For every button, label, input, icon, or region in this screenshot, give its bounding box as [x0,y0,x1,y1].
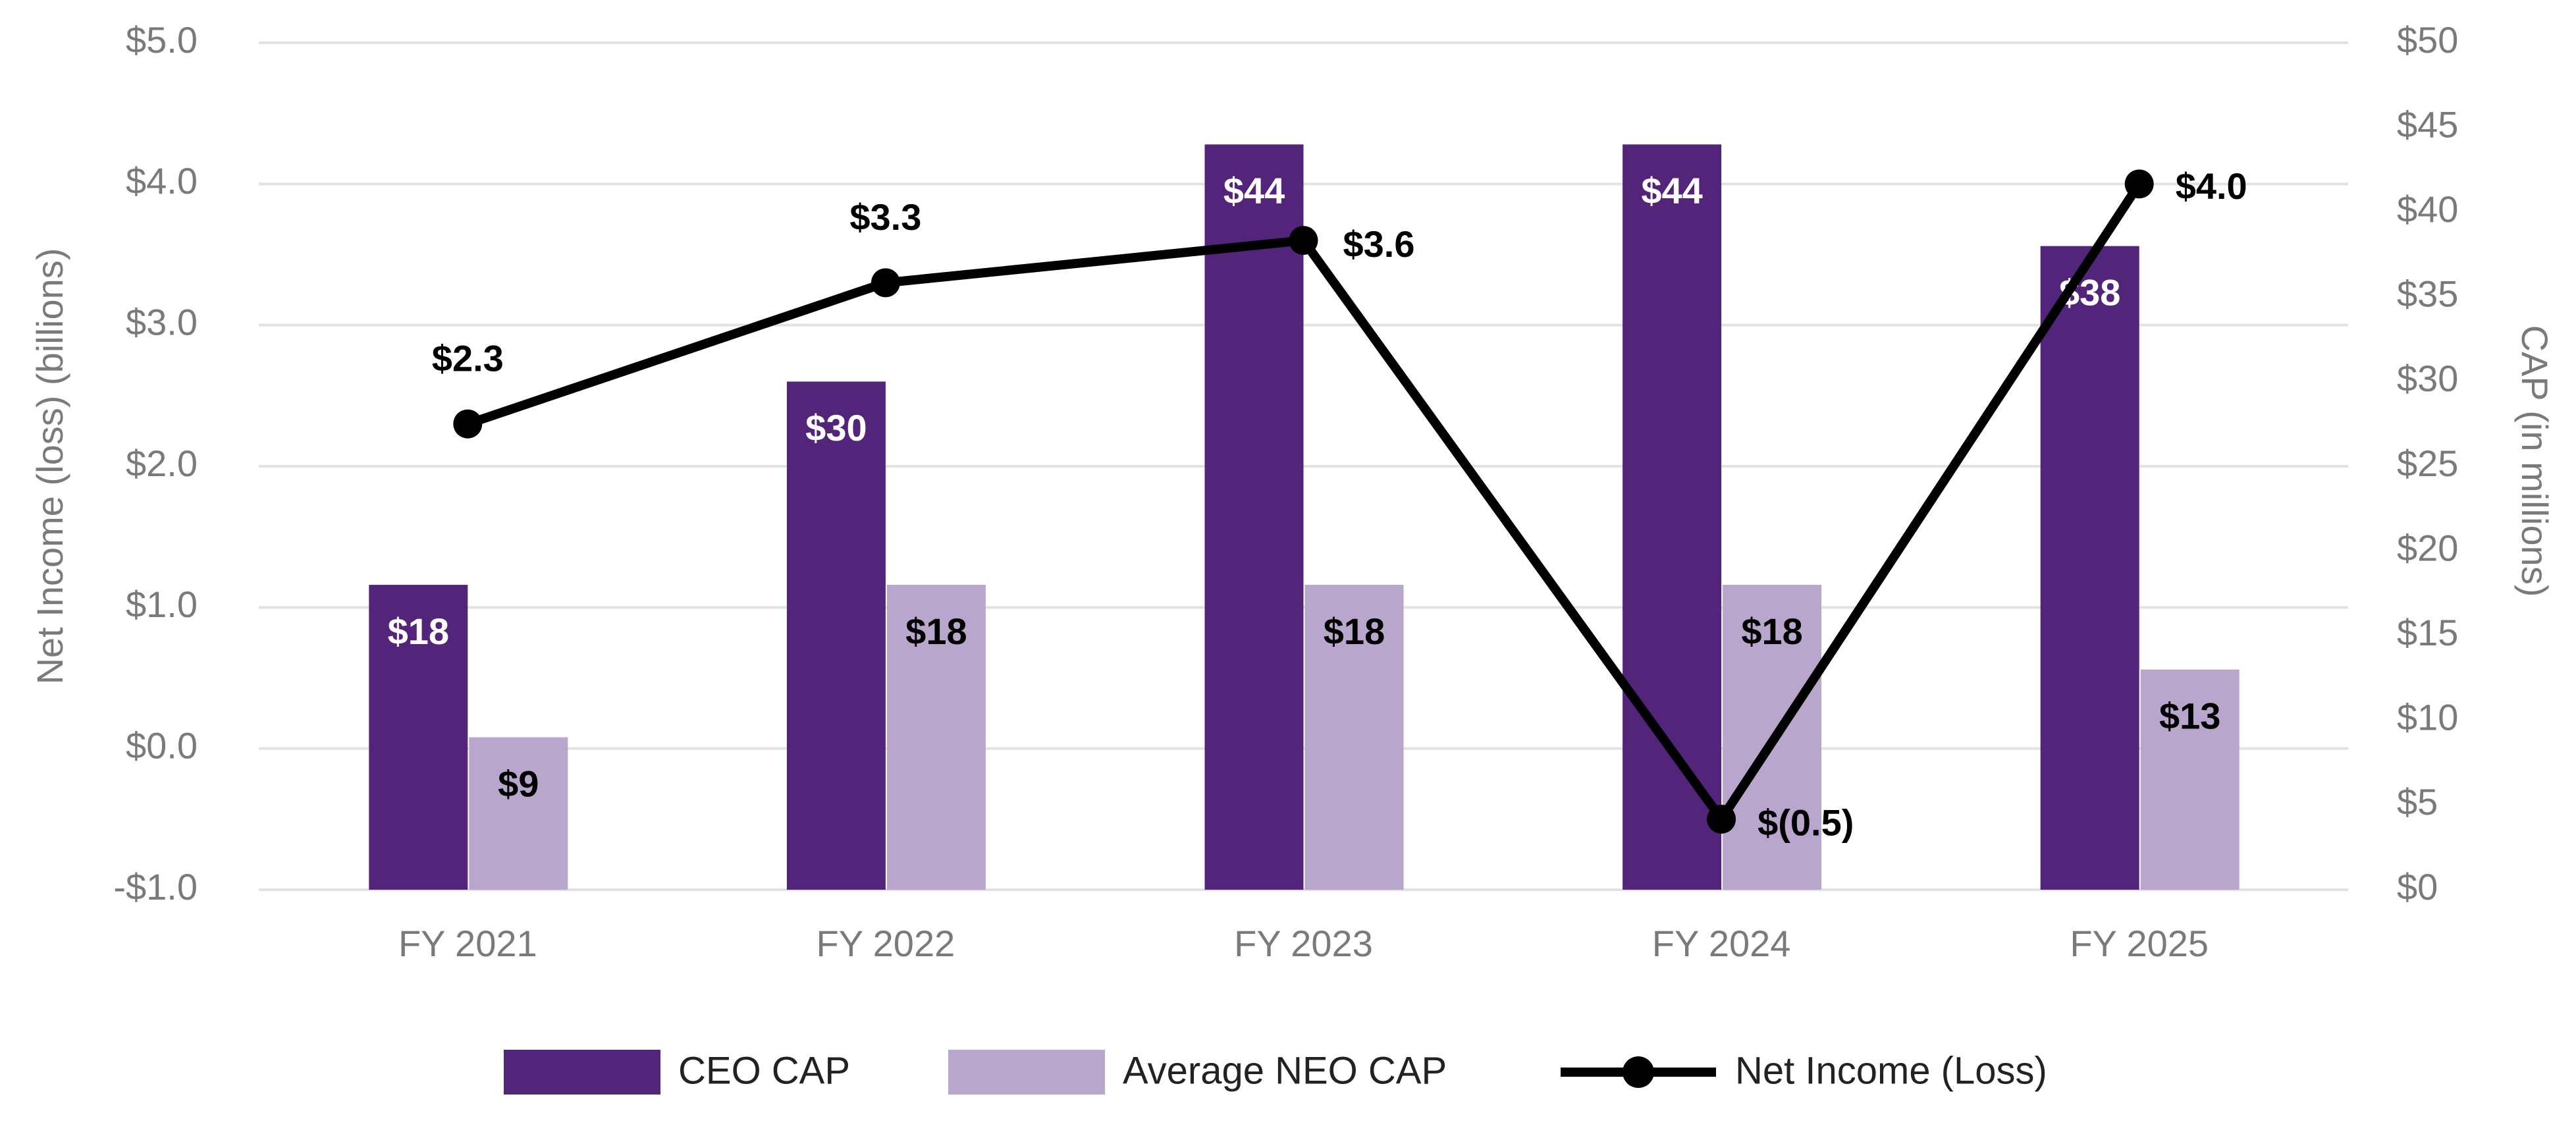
x-tick-label: FY 2022 [817,923,955,964]
y2-tick-label: $15 [2397,612,2458,653]
line-value-label: $(0.5) [1758,802,1854,844]
bar-value-label: $44 [1223,170,1285,211]
legend-swatch [948,1050,1105,1095]
bar-value-label: $18 [1324,610,1385,652]
line-value-label: $4.0 [2176,165,2247,207]
y2-tick-label: $25 [2397,443,2458,484]
line-value-label: $2.3 [432,337,504,379]
x-tick-label: FY 2021 [398,923,537,964]
line-point [453,409,483,439]
bar-value-label: $9 [498,763,539,804]
bar [786,381,886,890]
legend-swatch [504,1050,660,1095]
legend-label: CEO CAP [678,1049,850,1092]
legend-label: Average NEO CAP [1123,1049,1447,1092]
line-point [1707,804,1736,834]
y2-tick-label: $40 [2397,188,2458,230]
bar-value-label: $18 [905,610,967,652]
x-tick-label: FY 2024 [1652,923,1791,964]
y2-tick-label: $50 [2397,19,2458,61]
y2-tick-label: $45 [2397,103,2458,145]
line-point [2124,169,2154,199]
bar-value-label: $18 [1741,610,1802,652]
y-axis-title: Net Income (loss) (billions) [29,248,70,685]
y-tick-label: $3.0 [126,301,198,342]
line-value-label: $3.6 [1343,223,1415,265]
y-tick-label: $0.0 [126,724,198,766]
y2-tick-label: $5 [2397,781,2438,823]
bar-value-label: $18 [388,610,449,652]
bar [369,585,468,890]
y-tick-label: -$1.0 [113,866,198,908]
x-tick-label: FY 2025 [2070,923,2209,964]
y2-axis-title: CAP (in millions) [2514,325,2556,597]
x-tick-label: FY 2023 [1234,923,1373,964]
y2-tick-label: $30 [2397,358,2458,399]
y-tick-label: $5.0 [126,19,198,61]
bar [1623,144,1722,890]
line-point [871,268,900,298]
bar [1204,144,1304,890]
y2-tick-label: $10 [2397,697,2458,738]
y-tick-label: $2.0 [126,443,198,484]
bar [1304,585,1404,890]
legend-label: Net Income (Loss) [1735,1049,2047,1092]
bar-value-label: $44 [1641,170,1702,211]
bar [2140,669,2240,890]
bar [2040,246,2139,890]
bar [886,585,986,890]
legend-marker [1623,1056,1654,1088]
line-value-label: $3.3 [849,196,921,238]
bar [469,737,568,890]
y2-tick-label: $20 [2397,527,2458,568]
y2-tick-label: $35 [2397,273,2458,315]
y2-tick-label: $0 [2397,866,2438,908]
y-tick-label: $1.0 [126,583,198,625]
bar-value-label: $13 [2159,695,2220,736]
line-point [1289,226,1318,256]
y-tick-label: $4.0 [126,160,198,202]
bar-value-label: $30 [805,407,867,448]
